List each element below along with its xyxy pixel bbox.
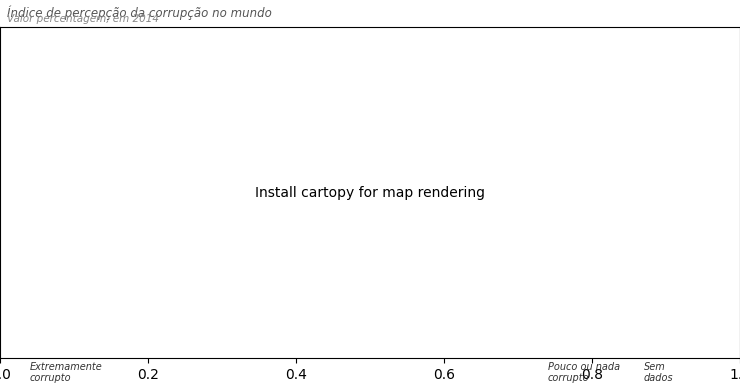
Text: corrupto: corrupto — [548, 373, 589, 384]
Text: Índice de percepção da corrupção no mundo: Índice de percepção da corrupção no mund… — [7, 6, 272, 20]
Text: dados: dados — [644, 373, 673, 384]
Text: Extremamente: Extremamente — [30, 362, 102, 372]
Text: Sem: Sem — [644, 362, 665, 372]
Text: corrupto: corrupto — [30, 373, 71, 384]
Text: Pouco ou nada: Pouco ou nada — [548, 362, 619, 372]
Text: Install cartopy for map rendering: Install cartopy for map rendering — [255, 186, 485, 200]
Text: Valor percentagem, em 2014: Valor percentagem, em 2014 — [7, 14, 159, 24]
